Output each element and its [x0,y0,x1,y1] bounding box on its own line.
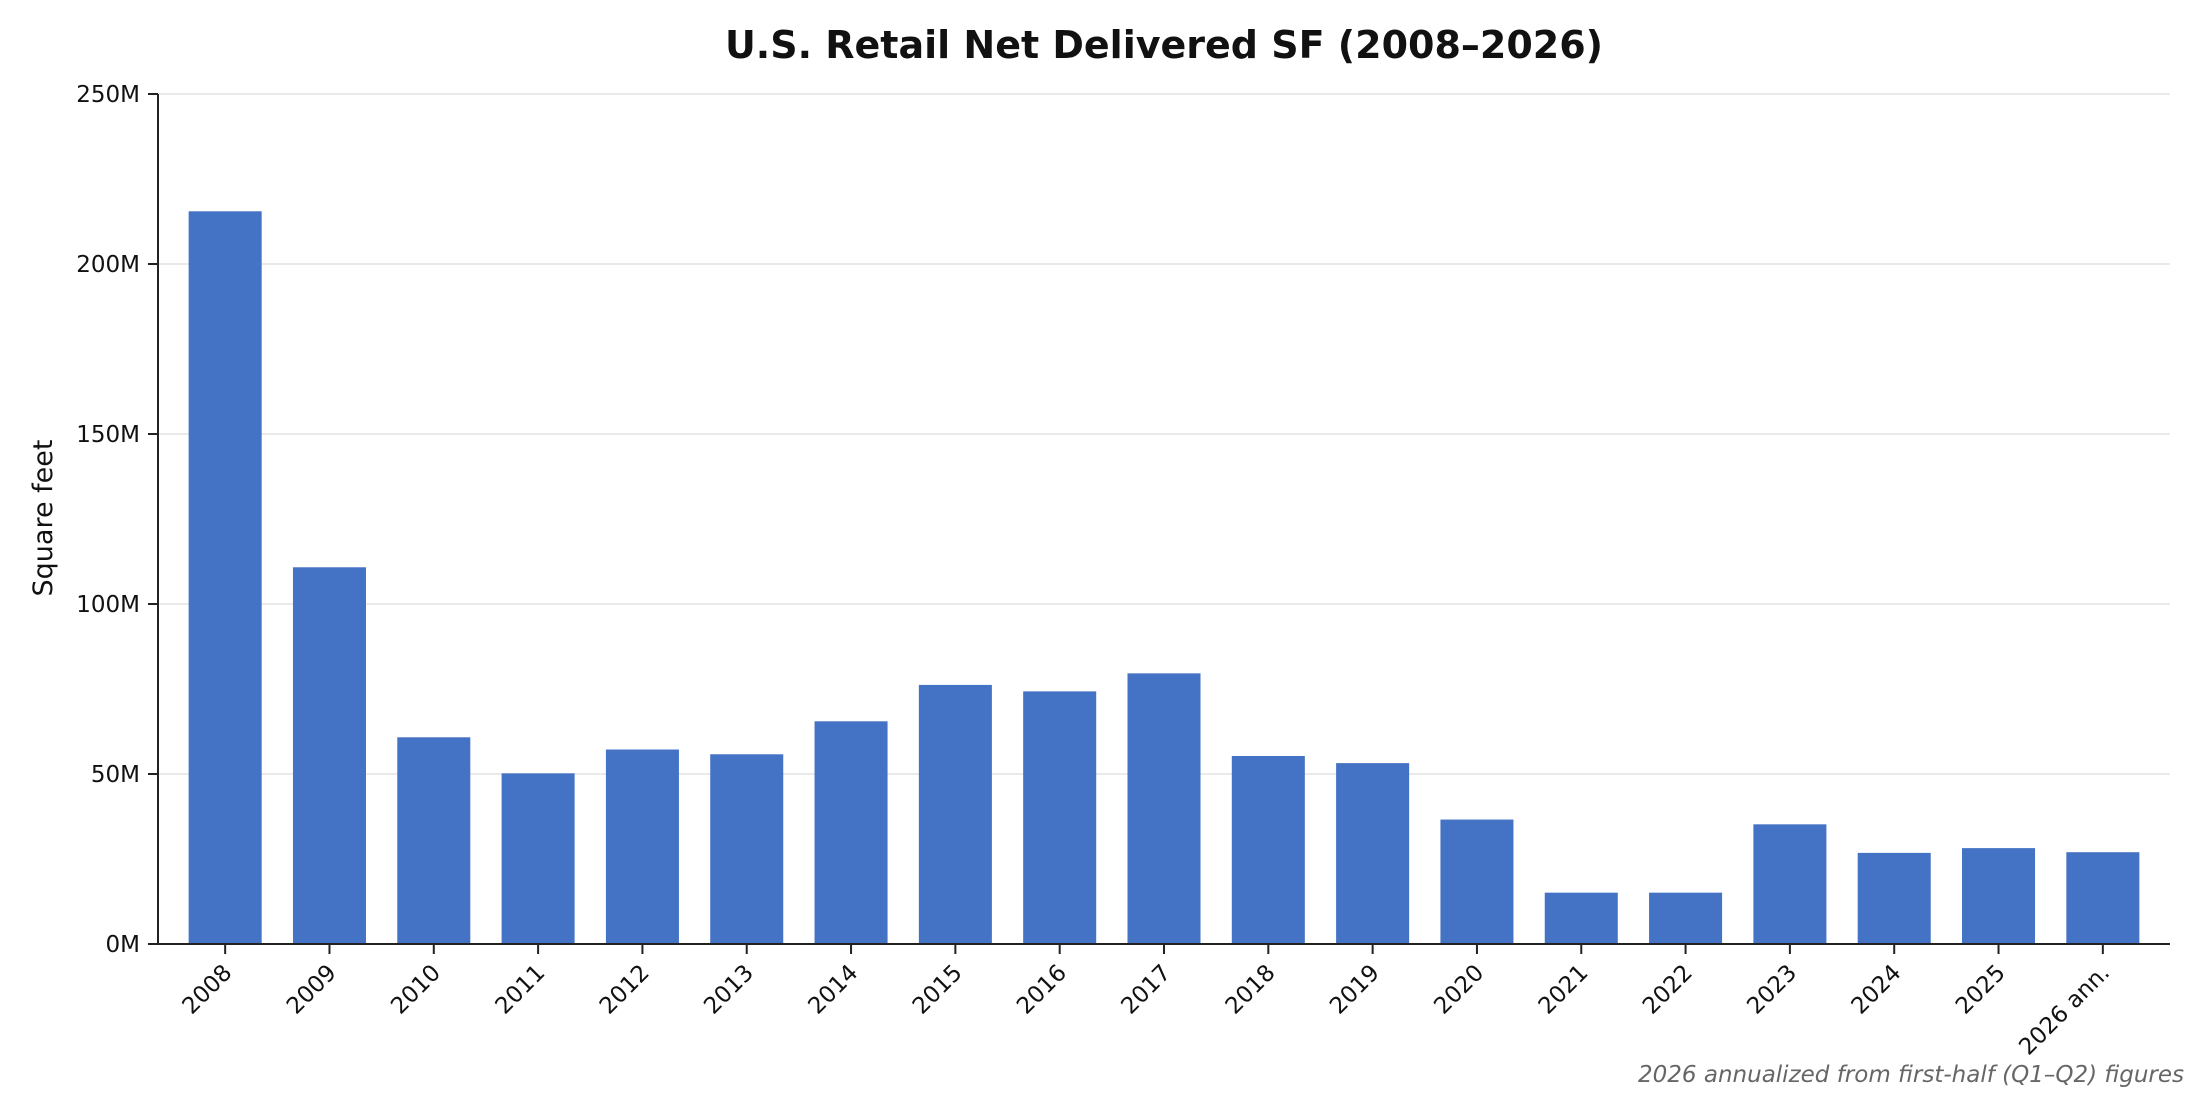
x-tick-label: 2014 [804,960,864,1020]
bar-2020 [1440,819,1514,944]
y-tick-label: 100M [76,592,140,618]
x-tick-label: 2023 [1742,960,1802,1020]
bar-2014 [814,721,888,944]
gridlines [158,93,2170,775]
y-axis-label: Square feet [28,440,59,597]
y-ticks: 0M 50M 100M 150M 200M 250M [76,82,158,958]
x-tick-label: 2013 [699,960,759,1020]
x-tick-label: 2025 [1951,960,2011,1020]
bar-2008 [188,211,262,945]
bar-2025 [1962,848,2036,944]
x-tick-label: 2026 ann. [2014,960,2115,1061]
x-tick-label: 2009 [282,960,342,1020]
bar-2011 [501,773,575,944]
x-tick-label: 2015 [908,960,968,1020]
x-tick-label: 2008 [178,960,238,1020]
x-tick-label: 2017 [1116,960,1176,1020]
bars [188,211,2140,945]
y-tick-label: 200M [76,252,140,278]
bar-2026-ann [2066,852,2140,944]
chart-title: U.S. Retail Net Delivered SF (2008–2026) [725,23,1603,67]
bar-2017 [1127,673,1201,944]
bar-2016 [1023,691,1097,944]
bar-2009 [292,567,366,944]
x-tick-label: 2011 [491,960,551,1020]
x-tick-label: 2016 [1012,960,1072,1020]
x-tick-label: 2020 [1429,960,1489,1020]
x-tick-label: 2018 [1221,960,1281,1020]
x-tick-label: 2022 [1638,960,1698,1020]
bar-2024 [1857,852,1931,944]
chart-footnote: 2026 annualized from first-half (Q1–Q2) … [1638,1062,2184,1088]
bar-2010 [397,737,471,944]
bar-2019 [1336,763,1410,944]
bar-2013 [710,754,784,944]
y-tick-label: 50M [91,762,140,788]
y-tick-label: 250M [76,82,140,108]
y-tick-label: 150M [76,422,140,448]
x-tick-label: 2012 [595,960,655,1020]
bar-2012 [605,749,679,944]
x-ticks: 2008 2009 2010 2011 2012 2013 2014 2015 2016 2017… [178,944,2115,1061]
bar-2021 [1544,892,1618,944]
bar-2022 [1649,892,1723,944]
x-tick-label: 2021 [1534,960,1594,1020]
x-tick-label: 2019 [1325,960,1385,1020]
x-tick-label: 2024 [1847,960,1907,1020]
bar-2015 [918,684,992,944]
bar-2023 [1753,824,1827,944]
y-tick-label: 0M [106,932,140,958]
x-tick-label: 2010 [386,960,446,1020]
bar-2018 [1231,755,1305,944]
